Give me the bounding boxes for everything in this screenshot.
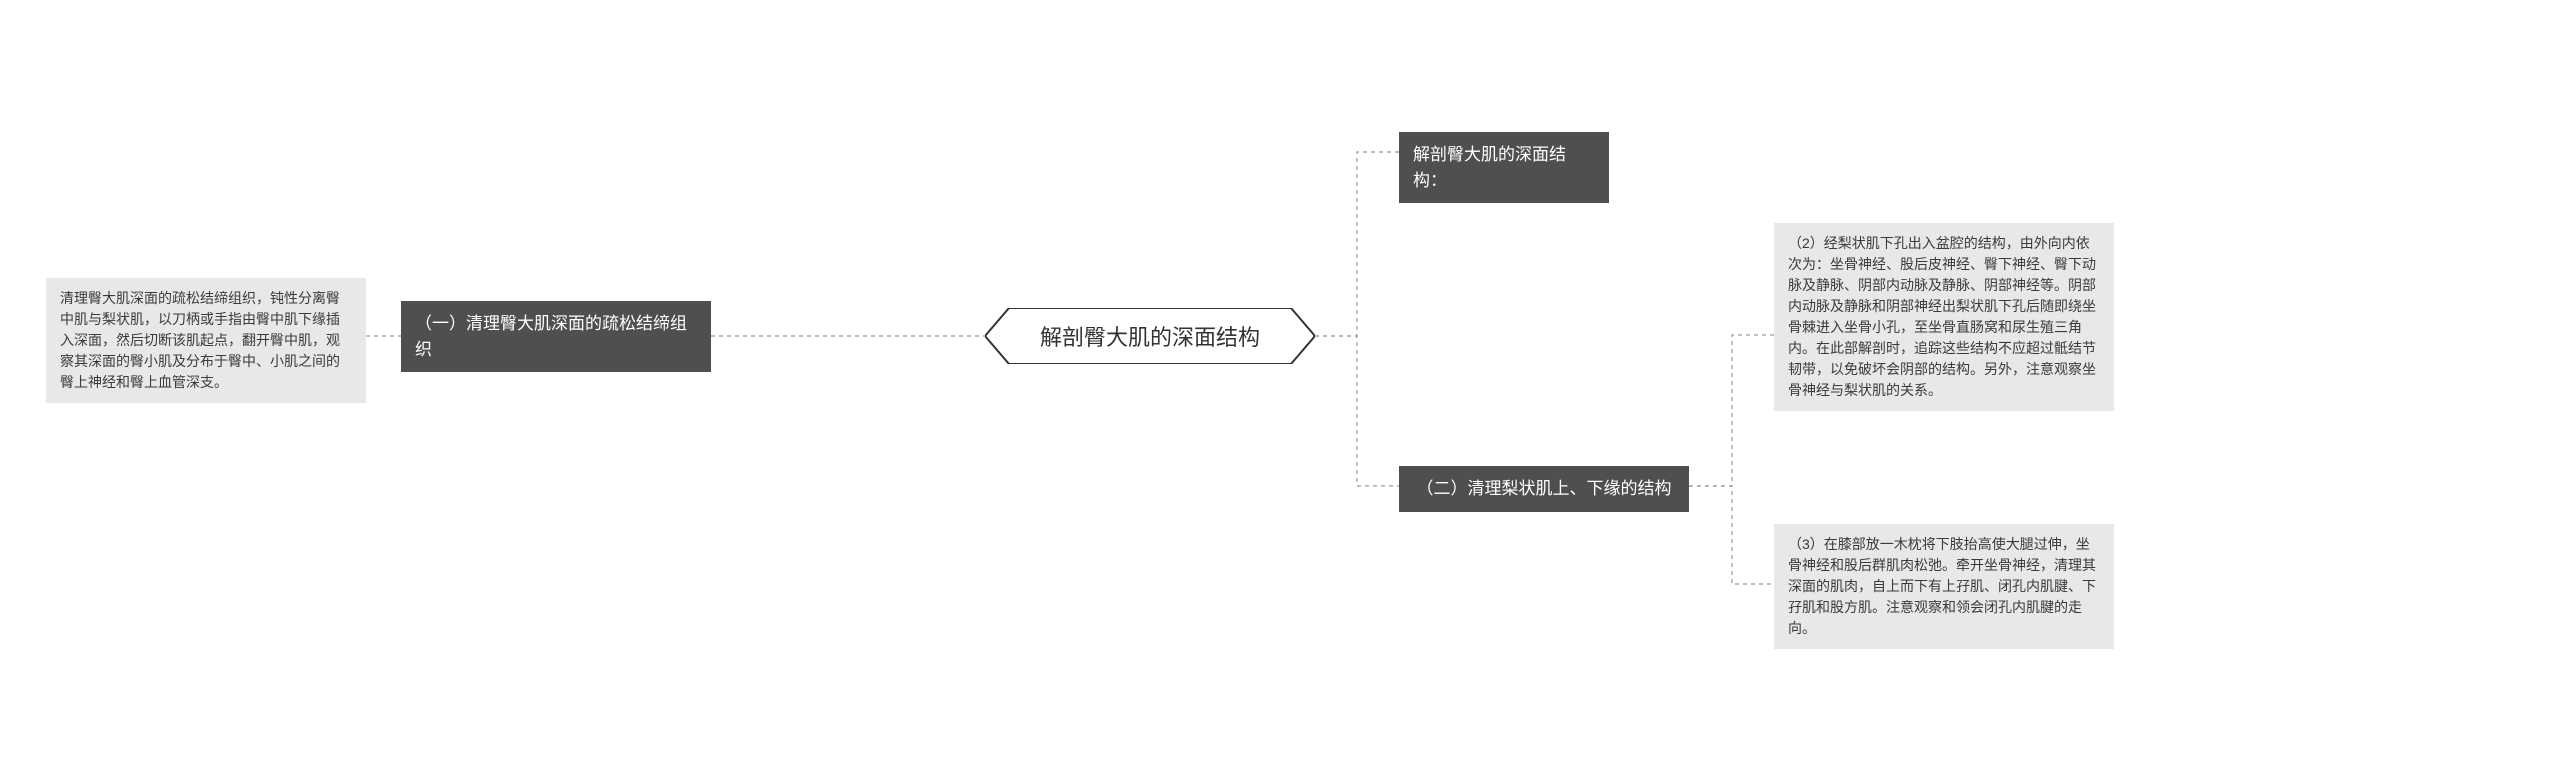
root-node: 解剖臀大肌的深面结构 <box>985 308 1315 364</box>
note-right-detail-2: （2）经梨状肌下孔出入盆腔的结构，由外向内依次为：坐骨神经、股后皮神经、臀下神经… <box>1774 223 2114 411</box>
node-section-2: （二）清理梨状肌上、下缘的结构 <box>1399 466 1689 512</box>
connectors-layer <box>0 0 2560 773</box>
note-right-detail-3: （3）在膝部放一木枕将下肢抬高使大腿过伸，坐骨神经和股后群肌肉松弛。牵开坐骨神经… <box>1774 524 2114 649</box>
note-right-detail-2-text: （2）经梨状肌下孔出入盆腔的结构，由外向内依次为：坐骨神经、股后皮神经、臀下神经… <box>1788 233 2100 401</box>
node-section-1-text: （一）清理臀大肌深面的疏松结缔组织 <box>415 311 697 362</box>
root-node-text: 解剖臀大肌的深面结构 <box>1040 320 1260 352</box>
note-left-detail: 清理臀大肌深面的疏松结缔组织，钝性分离臀中肌与梨状肌，以刀柄或手指由臀中肌下缘插… <box>46 278 366 403</box>
note-left-detail-text: 清理臀大肌深面的疏松结缔组织，钝性分离臀中肌与梨状肌，以刀柄或手指由臀中肌下缘插… <box>60 288 352 393</box>
node-right-heading: 解剖臀大肌的深面结构： <box>1399 132 1609 203</box>
node-right-heading-text: 解剖臀大肌的深面结构： <box>1413 142 1595 193</box>
note-right-detail-3-text: （3）在膝部放一木枕将下肢抬高使大腿过伸，坐骨神经和股后群肌肉松弛。牵开坐骨神经… <box>1788 534 2100 639</box>
node-section-1: （一）清理臀大肌深面的疏松结缔组织 <box>401 301 711 372</box>
node-section-2-text: （二）清理梨状肌上、下缘的结构 <box>1417 476 1672 502</box>
